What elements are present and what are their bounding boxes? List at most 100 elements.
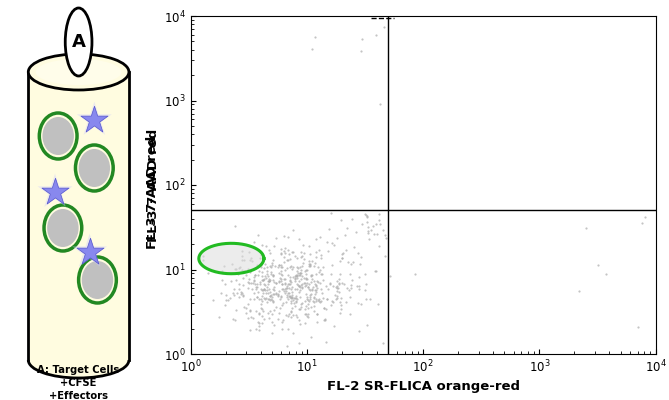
Point (299, 250, 310, 256)
Point (301, 294, 312, 300)
Point (337, 254, 347, 261)
Point (294, 283, 304, 289)
Point (306, 287, 317, 293)
Point (276, 268, 286, 274)
Point (288, 296, 298, 303)
Point (290, 276, 300, 282)
Point (353, 328, 364, 334)
Point (322, 296, 332, 302)
Point (302, 311, 313, 317)
Point (267, 259, 278, 266)
Point (280, 299, 291, 305)
Point (286, 308, 296, 314)
Point (337, 250, 348, 257)
Point (361, 214, 372, 220)
Point (266, 271, 277, 277)
Point (295, 282, 306, 288)
Point (295, 304, 306, 310)
Point (89, 117, 100, 123)
Point (336, 216, 347, 223)
Point (357, 220, 368, 227)
Point (292, 264, 302, 270)
Point (272, 264, 283, 270)
Point (310, 254, 321, 260)
Point (276, 293, 286, 300)
Point (332, 288, 343, 295)
Point (268, 272, 279, 279)
Point (258, 290, 268, 296)
Point (359, 271, 370, 277)
Point (231, 307, 242, 313)
Point (301, 267, 312, 274)
Point (273, 293, 284, 299)
Point (369, 231, 379, 237)
Point (334, 276, 345, 282)
Point (274, 278, 284, 285)
Point (317, 277, 328, 283)
Point (248, 279, 258, 286)
Point (315, 251, 326, 258)
Point (283, 251, 294, 258)
Point (321, 282, 332, 289)
Point (252, 262, 262, 268)
Point (263, 289, 274, 296)
Point (281, 288, 292, 294)
Point (326, 298, 337, 304)
Point (256, 298, 267, 304)
Text: FL-3 7-AAD red: FL-3 7-AAD red (146, 135, 159, 249)
Point (277, 325, 288, 332)
Point (248, 315, 259, 321)
Point (250, 272, 260, 279)
Text: A: A (72, 33, 86, 51)
Point (309, 291, 320, 298)
Point (296, 270, 306, 276)
Point (236, 288, 247, 295)
Point (257, 320, 268, 326)
Point (363, 230, 373, 236)
Point (300, 266, 311, 273)
Point (363, 236, 374, 242)
Point (208, 297, 219, 303)
Point (310, 260, 320, 266)
Point (308, 295, 319, 301)
Point (286, 308, 296, 315)
Point (334, 281, 345, 287)
Point (254, 281, 265, 288)
Point (304, 261, 315, 268)
Point (287, 294, 298, 300)
Point (268, 286, 279, 292)
Point (261, 299, 272, 306)
Point (256, 296, 267, 303)
Ellipse shape (78, 149, 110, 187)
Point (285, 294, 296, 300)
Point (304, 263, 315, 270)
Point (84, 249, 95, 255)
Point (221, 292, 231, 298)
Point (294, 287, 305, 293)
Point (271, 290, 282, 296)
Point (286, 295, 297, 301)
Point (250, 272, 260, 278)
Point (277, 300, 288, 306)
Point (328, 299, 339, 306)
Point (334, 299, 345, 305)
Point (264, 308, 275, 314)
Point (310, 295, 321, 302)
Point (306, 279, 316, 286)
Point (276, 281, 287, 287)
Point (284, 293, 295, 299)
Point (226, 270, 237, 276)
Point (278, 317, 288, 323)
Point (298, 241, 308, 248)
Point (303, 301, 314, 308)
Point (289, 295, 300, 301)
Point (241, 305, 252, 312)
Point (246, 314, 257, 320)
Point (197, 256, 208, 263)
Point (296, 281, 307, 287)
Point (296, 249, 306, 255)
Point (326, 210, 337, 216)
Point (318, 317, 329, 324)
Point (361, 296, 371, 302)
Point (274, 278, 284, 285)
